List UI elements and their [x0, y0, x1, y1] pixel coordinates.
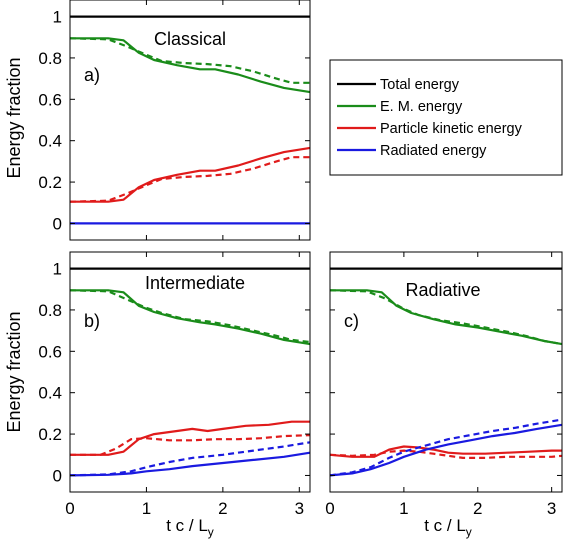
y-ticks: 0 0.2 0.4 0.6 0.8 1 [38, 8, 310, 233]
panel-title: Radiative [405, 280, 480, 300]
x-tick-label: 1 [142, 499, 151, 518]
x-tick-label: 2 [218, 499, 227, 518]
y-tick-label: 1 [53, 260, 62, 279]
x-tick-label: 0 [65, 499, 74, 518]
legend-entry: Radiated energy [380, 143, 487, 159]
series-line-6 [69, 451, 311, 477]
y-ticks [330, 268, 562, 476]
x-axis-label: t c / Ly [166, 516, 214, 539]
y-tick-label: 0.2 [38, 425, 62, 444]
panel-classical: 0 0.2 0.4 0.6 0.8 1 Classical a) Energy fract… [4, 0, 311, 241]
panel-label: a) [84, 65, 100, 85]
plot-frame [329, 251, 563, 493]
series-layer [329, 267, 563, 477]
series-line-7 [329, 418, 563, 477]
x-tick-label: 0 [325, 499, 334, 518]
series-line-6 [329, 423, 563, 477]
y-tick-label: 0.6 [38, 342, 62, 361]
series-line-4 [70, 420, 310, 456]
panel-intermediate: 0 0.2 0.4 0.6 0.8 1 0 1 2 3 Intermediate b) Ener… [4, 251, 311, 539]
y-tick-label: 0.4 [38, 384, 62, 403]
panel-label: c) [344, 311, 359, 331]
y-tick-label: 0.6 [38, 90, 62, 109]
y-axis-label: Energy fraction [4, 57, 24, 178]
x-axis-label: t c / Ly [424, 516, 472, 539]
series-line-5 [329, 449, 563, 459]
y-tick-label: 0.8 [38, 49, 62, 68]
legend-entry: Total energy [380, 77, 460, 93]
series-layer [69, 267, 311, 477]
series-line-5 [70, 434, 311, 456]
series-line-4 [329, 445, 562, 458]
panel-label: b) [84, 311, 100, 331]
legend-entry: Particle kinetic energy [380, 121, 523, 137]
series-line-3 [69, 37, 310, 84]
y-ticks: 0 0.2 0.4 0.6 0.8 1 [38, 260, 310, 485]
x-tick-label: 3 [547, 499, 556, 518]
panel-title: Intermediate [145, 273, 245, 293]
y-tick-label: 0.2 [38, 173, 62, 192]
legend-entry: E. M. energy [380, 99, 463, 115]
y-tick-label: 1 [53, 8, 62, 27]
legend: Total energy E. M. energy Particle kinetic… [329, 59, 563, 176]
series-line-2 [70, 37, 311, 94]
series-line-3 [69, 289, 311, 344]
series-line-5 [69, 156, 310, 203]
panel-radiative: 0 1 2 3 Radiative c) t c / Ly [325, 251, 563, 539]
x-ticks [69, 0, 300, 240]
series-layer [69, 15, 311, 225]
y-axis-label: Energy fraction [4, 311, 24, 432]
series-line-3 [329, 289, 563, 346]
x-tick-label: 1 [399, 499, 408, 518]
series-line-4 [70, 146, 311, 203]
x-tick-label: 2 [473, 499, 482, 518]
panel-title: Classical [154, 29, 226, 49]
x-ticks: 0 1 2 3 [325, 252, 556, 518]
plot-frame [69, 251, 311, 493]
y-tick-label: 0.8 [38, 301, 62, 320]
y-tick-label: 0 [53, 214, 62, 233]
series-line-7 [69, 441, 311, 477]
legend-box [329, 59, 563, 176]
y-tick-label: 0 [53, 466, 62, 485]
plot-frame [69, 0, 311, 241]
y-tick-label: 0.4 [38, 132, 62, 151]
x-tick-label: 3 [295, 499, 304, 518]
x-ticks: 0 1 2 3 [65, 252, 304, 518]
